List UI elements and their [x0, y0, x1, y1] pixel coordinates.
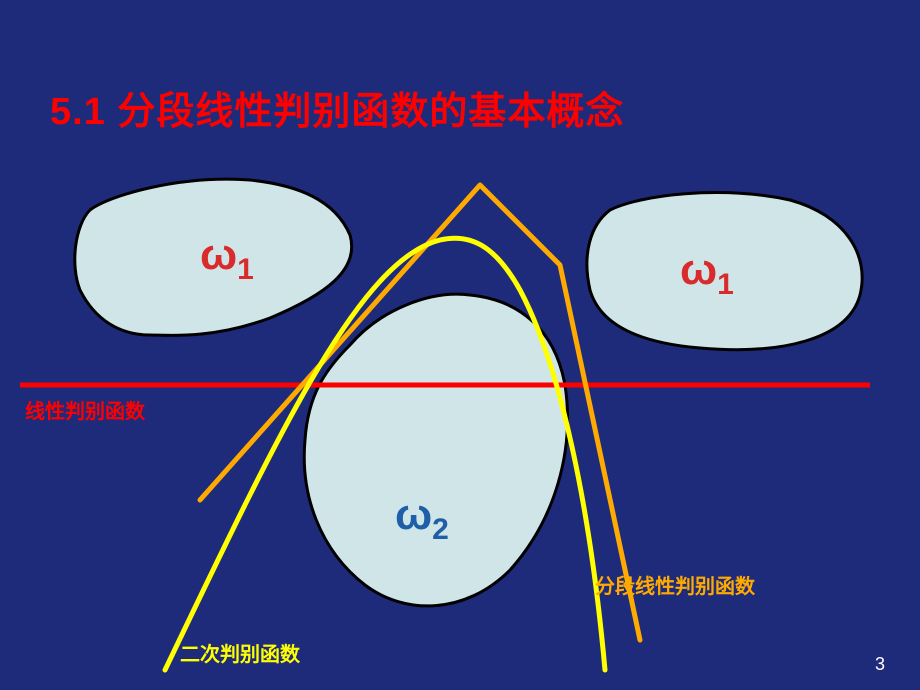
diagram-canvas [0, 0, 920, 690]
quadratic-discriminant-label: 二次判别函数 [180, 638, 300, 667]
piecewise-discriminant-label: 分段线性判别函数 [595, 570, 755, 599]
page-number: 3 [875, 654, 885, 675]
linear-discriminant-label: 线性判别函数 [25, 395, 145, 424]
label-omega2: ω2 [395, 490, 449, 547]
label-omega1-left: ω1 [200, 230, 254, 287]
label-omega1-right: ω1 [680, 245, 734, 302]
